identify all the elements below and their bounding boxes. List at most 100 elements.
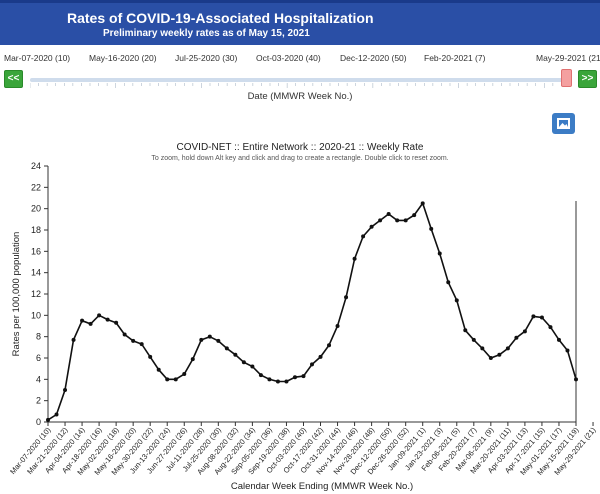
data-point bbox=[284, 379, 289, 384]
timeline-label: Feb-20-2021 (7) bbox=[424, 53, 486, 63]
data-point bbox=[207, 334, 212, 339]
data-point bbox=[361, 234, 366, 239]
y-tick-label: 2 bbox=[36, 396, 41, 406]
y-tick-label: 12 bbox=[31, 289, 41, 299]
data-point bbox=[574, 377, 578, 382]
image-icon bbox=[557, 118, 570, 129]
data-point bbox=[190, 357, 195, 362]
data-point bbox=[165, 377, 170, 382]
timeline-label: Mar-07-2020 (10) bbox=[4, 53, 71, 63]
y-tick-label: 4 bbox=[36, 374, 41, 384]
data-point bbox=[539, 315, 544, 320]
data-point bbox=[71, 337, 76, 342]
data-point bbox=[471, 337, 476, 342]
image-button[interactable] bbox=[552, 113, 575, 134]
data-point bbox=[122, 332, 127, 337]
data-point bbox=[327, 343, 332, 348]
data-point bbox=[139, 342, 144, 347]
data-point bbox=[522, 329, 527, 334]
data-point bbox=[258, 373, 263, 378]
data-point bbox=[352, 256, 357, 261]
timeline-label: May-29-2021 (21) bbox=[536, 53, 600, 63]
page-subtitle: Preliminary weekly rates as of May 15, 2… bbox=[103, 28, 310, 39]
previous-button[interactable]: << bbox=[4, 70, 23, 88]
data-point bbox=[88, 321, 93, 326]
data-point bbox=[412, 213, 417, 218]
data-point bbox=[335, 324, 340, 328]
data-point bbox=[344, 295, 349, 300]
y-tick-label: 10 bbox=[31, 310, 41, 320]
data-point bbox=[250, 364, 255, 369]
data-point bbox=[80, 318, 85, 323]
data-point bbox=[463, 328, 468, 333]
timeline-label: Dec-12-2020 (50) bbox=[340, 53, 407, 63]
y-tick-label: 16 bbox=[31, 246, 41, 256]
y-tick-label: 14 bbox=[31, 268, 41, 278]
data-point bbox=[378, 218, 383, 223]
data-point bbox=[531, 314, 536, 319]
y-tick-label: 6 bbox=[36, 353, 41, 363]
timeline-label: Oct-03-2020 (40) bbox=[256, 53, 321, 63]
y-tick-label: 18 bbox=[31, 225, 41, 235]
data-point bbox=[224, 346, 229, 351]
data-point bbox=[446, 280, 451, 285]
timeline-caption: Date (MMWR Week No.) bbox=[247, 91, 353, 102]
data-point bbox=[292, 375, 297, 380]
next-button[interactable]: >> bbox=[578, 70, 597, 88]
data-point bbox=[497, 352, 502, 357]
data-point bbox=[105, 317, 110, 322]
timeline-handle[interactable] bbox=[561, 69, 572, 87]
y-tick-label: 0 bbox=[36, 417, 41, 427]
timeline-label: May-16-2020 (20) bbox=[89, 53, 157, 63]
timeline-track[interactable] bbox=[30, 78, 570, 82]
data-point bbox=[216, 338, 221, 343]
page-title: Rates of COVID-19-Associated Hospitaliza… bbox=[67, 10, 374, 26]
data-point bbox=[429, 226, 434, 231]
data-point bbox=[386, 212, 391, 216]
data-point bbox=[565, 348, 570, 353]
data-point bbox=[54, 412, 59, 417]
data-point bbox=[488, 356, 493, 360]
data-point bbox=[97, 313, 102, 318]
app-header: Rates of COVID-19-Associated Hospitaliza… bbox=[0, 0, 600, 45]
data-point bbox=[403, 218, 408, 223]
y-tick-label: 20 bbox=[31, 204, 41, 214]
data-point bbox=[505, 346, 510, 351]
data-point bbox=[395, 218, 400, 223]
data-point bbox=[46, 417, 50, 422]
y-tick-label: 24 bbox=[31, 161, 41, 171]
data-point bbox=[199, 337, 204, 342]
data-point bbox=[514, 335, 519, 340]
data-point bbox=[148, 354, 153, 359]
data-point bbox=[318, 354, 323, 359]
data-point bbox=[114, 320, 119, 325]
data-point bbox=[437, 251, 442, 256]
data-point bbox=[63, 388, 68, 392]
chart-subtitle: To zoom, hold down Alt key and click and… bbox=[151, 155, 449, 162]
data-point bbox=[233, 352, 238, 357]
y-tick-label: 8 bbox=[36, 332, 41, 342]
data-point bbox=[173, 377, 178, 382]
data-point bbox=[369, 224, 374, 229]
data-point bbox=[310, 362, 314, 367]
chart-title: COVID-NET :: Entire Network :: 2020-21 :… bbox=[176, 142, 424, 153]
y-tick-label: 22 bbox=[31, 182, 41, 192]
data-point bbox=[454, 298, 459, 303]
data-point bbox=[548, 325, 553, 330]
data-point bbox=[556, 337, 561, 342]
data-point bbox=[267, 377, 272, 382]
data-point bbox=[241, 360, 246, 365]
series-line bbox=[47, 201, 577, 421]
data-point bbox=[156, 367, 161, 372]
data-point bbox=[480, 346, 485, 351]
data-point bbox=[275, 379, 280, 384]
y-axis-label: Rates per 100,000 population bbox=[11, 232, 22, 357]
timeline-ticks bbox=[30, 83, 570, 88]
data-point bbox=[131, 338, 136, 343]
x-axis-label: Calendar Week Ending (MMWR Week No.) bbox=[231, 481, 413, 492]
timeline-label: Jul-25-2020 (30) bbox=[175, 53, 238, 63]
data-point bbox=[301, 374, 306, 379]
data-point bbox=[420, 201, 425, 206]
data-point bbox=[182, 372, 187, 376]
